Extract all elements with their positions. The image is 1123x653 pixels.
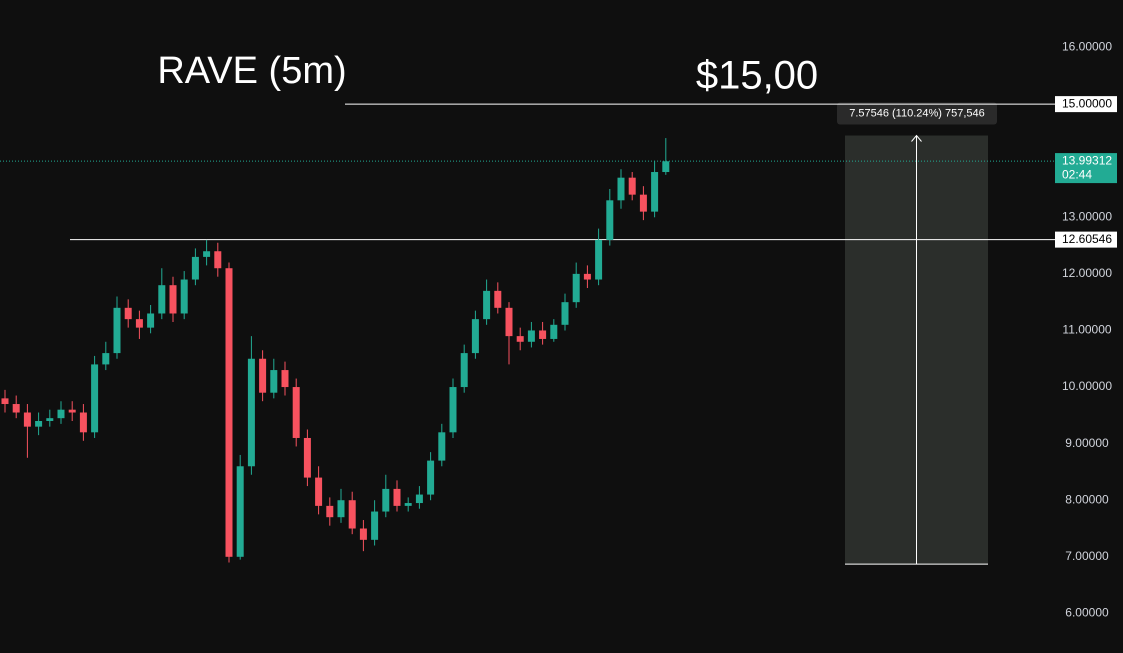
candle-body xyxy=(382,488,390,512)
candle-body xyxy=(12,404,20,413)
y-tick-label: 10.00000 xyxy=(1062,379,1112,393)
candle-body xyxy=(572,273,580,303)
candle-body xyxy=(35,420,43,427)
measurement-label: 7.57546 (110.24%) 757,546 xyxy=(849,107,985,119)
level-label: 15.00000 xyxy=(1062,96,1112,110)
candle-body xyxy=(315,477,323,506)
candle-body xyxy=(303,437,311,478)
candle-body xyxy=(270,370,278,393)
candle-body xyxy=(102,353,110,365)
candle-body xyxy=(79,412,87,433)
candle-body xyxy=(225,268,233,557)
candle-body xyxy=(527,330,535,342)
candle-body xyxy=(427,460,435,495)
candle-body xyxy=(147,313,155,328)
candle-body xyxy=(404,503,412,506)
candle-body xyxy=(617,177,625,201)
candle-body xyxy=(505,307,513,337)
candle-body xyxy=(561,302,569,325)
candle-body xyxy=(583,273,591,280)
candle-body xyxy=(639,194,647,212)
candle-body xyxy=(292,387,300,438)
candle-body xyxy=(651,172,659,212)
candle-body xyxy=(23,412,31,427)
candle-body xyxy=(281,370,289,388)
candle-body xyxy=(247,358,255,467)
candle-body xyxy=(135,319,143,328)
candle-body xyxy=(371,511,379,540)
chart-title: RAVE (5m) xyxy=(157,50,346,92)
candle-body xyxy=(494,290,502,308)
candle-body xyxy=(158,285,166,314)
candle-body xyxy=(595,239,603,280)
y-tick-label: 9.00000 xyxy=(1065,436,1109,450)
candle-body xyxy=(438,432,446,461)
candle-body xyxy=(662,161,670,173)
measurement-label-bg xyxy=(837,102,997,125)
y-tick-label: 11.00000 xyxy=(1062,323,1111,337)
y-tick-label: 8.00000 xyxy=(1065,492,1109,506)
candle-body xyxy=(449,387,457,433)
candle-body xyxy=(57,409,65,419)
candle-body xyxy=(550,324,558,339)
candle-body xyxy=(91,364,99,433)
last-price-bg xyxy=(1055,153,1117,184)
candle-body xyxy=(169,285,177,314)
candle-body xyxy=(236,466,244,557)
candle-body xyxy=(516,336,524,342)
candle-body xyxy=(393,488,401,506)
candle-body xyxy=(203,251,211,257)
candle-body xyxy=(348,500,356,529)
candle-body xyxy=(326,505,334,518)
candle-body xyxy=(628,177,636,195)
countdown: 02:44 xyxy=(1062,167,1092,181)
candle-body xyxy=(359,528,367,540)
candle-body xyxy=(606,200,614,240)
level-label: 12.60546 xyxy=(1062,232,1112,246)
candle-body xyxy=(68,409,76,413)
candle-body xyxy=(415,494,423,504)
candle-body xyxy=(259,358,267,393)
y-tick-label: 16.00000 xyxy=(1062,40,1112,54)
candle-body xyxy=(1,398,9,405)
candle-body xyxy=(124,307,132,320)
last-price-label: 13.99312 xyxy=(1062,153,1112,167)
measurement-arrow-head xyxy=(911,134,922,142)
candle-body xyxy=(191,256,199,280)
y-tick-label: 12.00000 xyxy=(1062,266,1112,280)
candle-body xyxy=(483,290,491,320)
candle-body xyxy=(46,418,54,421)
y-tick-label: 6.00000 xyxy=(1065,606,1109,620)
candle-body xyxy=(471,319,479,354)
y-tick-label: 7.00000 xyxy=(1065,549,1109,563)
candle-body xyxy=(180,279,188,314)
annotation: $15,00 xyxy=(696,54,818,98)
candle-body xyxy=(539,330,547,339)
candle-body xyxy=(337,500,345,518)
candle-body xyxy=(460,353,468,388)
y-tick-label: 13.00000 xyxy=(1062,209,1112,223)
candle-body xyxy=(214,251,222,269)
level-label-bg xyxy=(1055,231,1117,248)
level-label-bg xyxy=(1055,96,1117,113)
candle-body xyxy=(113,307,121,354)
